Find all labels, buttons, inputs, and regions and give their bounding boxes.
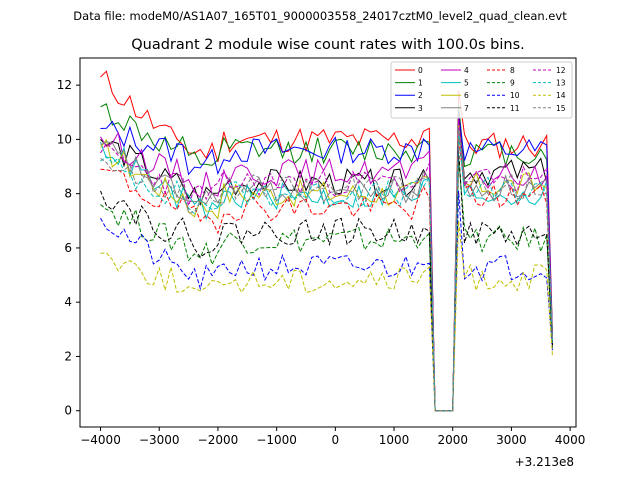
series-line-2 xyxy=(100,112,553,412)
legend-label-6: 6 xyxy=(464,91,469,100)
y-tick-label: 4 xyxy=(64,295,72,309)
legend-label-3: 3 xyxy=(418,104,423,113)
legend-label-13: 13 xyxy=(556,79,566,88)
series-line-6 xyxy=(100,123,553,412)
series-line-14 xyxy=(100,220,553,412)
series-layer xyxy=(100,70,553,412)
y-tick-label: 10 xyxy=(57,132,72,146)
x-tick-label: −4000 xyxy=(80,433,121,447)
y-tick-label: 0 xyxy=(64,404,72,418)
chart-suptitle: Data file: modeM0/AS1A07_165T01_90000035… xyxy=(73,9,567,23)
legend-label-15: 15 xyxy=(556,104,566,113)
legend-box xyxy=(390,61,573,119)
series-line-10 xyxy=(100,190,553,412)
series-line-8 xyxy=(100,139,553,412)
plot-frame xyxy=(79,57,577,428)
legend-label-8: 8 xyxy=(510,66,515,75)
legend-label-9: 9 xyxy=(510,79,515,88)
legend-label-1: 1 xyxy=(418,79,423,88)
y-axis: 0 2 4 6 8 10 12 xyxy=(57,78,80,418)
legend-label-2: 2 xyxy=(418,91,423,100)
series-line-9 xyxy=(100,158,553,412)
y-tick-label: 8 xyxy=(64,187,72,201)
chart-title: Quadrant 2 module wise count rates with … xyxy=(131,37,525,53)
x-tick-label: −3000 xyxy=(139,433,180,447)
x-tick-label: 4000 xyxy=(555,433,586,447)
x-tick-label: 0 xyxy=(332,433,340,447)
legend-label-11: 11 xyxy=(510,104,520,113)
legend-label-14: 14 xyxy=(556,91,566,100)
series-line-12 xyxy=(100,120,553,412)
x-tick-label: 3000 xyxy=(496,433,527,447)
y-tick-label: 12 xyxy=(57,78,72,92)
legend-label-5: 5 xyxy=(464,79,469,88)
legend-label-12: 12 xyxy=(556,66,566,75)
x-tick-label: 2000 xyxy=(437,433,468,447)
series-line-3 xyxy=(100,114,553,412)
x-axis: −4000 −3000 −2000 −1000 0 1000 2000 3000 4000 xyxy=(80,427,585,447)
x-tick-label: 1000 xyxy=(379,433,410,447)
series-line-15 xyxy=(100,128,553,412)
y-tick-label: 2 xyxy=(64,349,72,363)
series-line-4 xyxy=(100,117,553,412)
legend-label-0: 0 xyxy=(418,66,423,75)
series-line-7 xyxy=(100,128,553,412)
legend-label-4: 4 xyxy=(464,66,469,75)
series-line-13 xyxy=(100,131,553,412)
x-tick-label: −1000 xyxy=(256,433,297,447)
x-tick-label: −2000 xyxy=(198,433,239,447)
legend-label-7: 7 xyxy=(464,104,469,113)
series-line-11 xyxy=(100,150,553,412)
x-offset-label: +3.213e8 xyxy=(515,455,574,469)
series-line-0 xyxy=(100,70,553,412)
legend-label-10: 10 xyxy=(510,91,520,100)
y-tick-label: 6 xyxy=(64,241,72,255)
